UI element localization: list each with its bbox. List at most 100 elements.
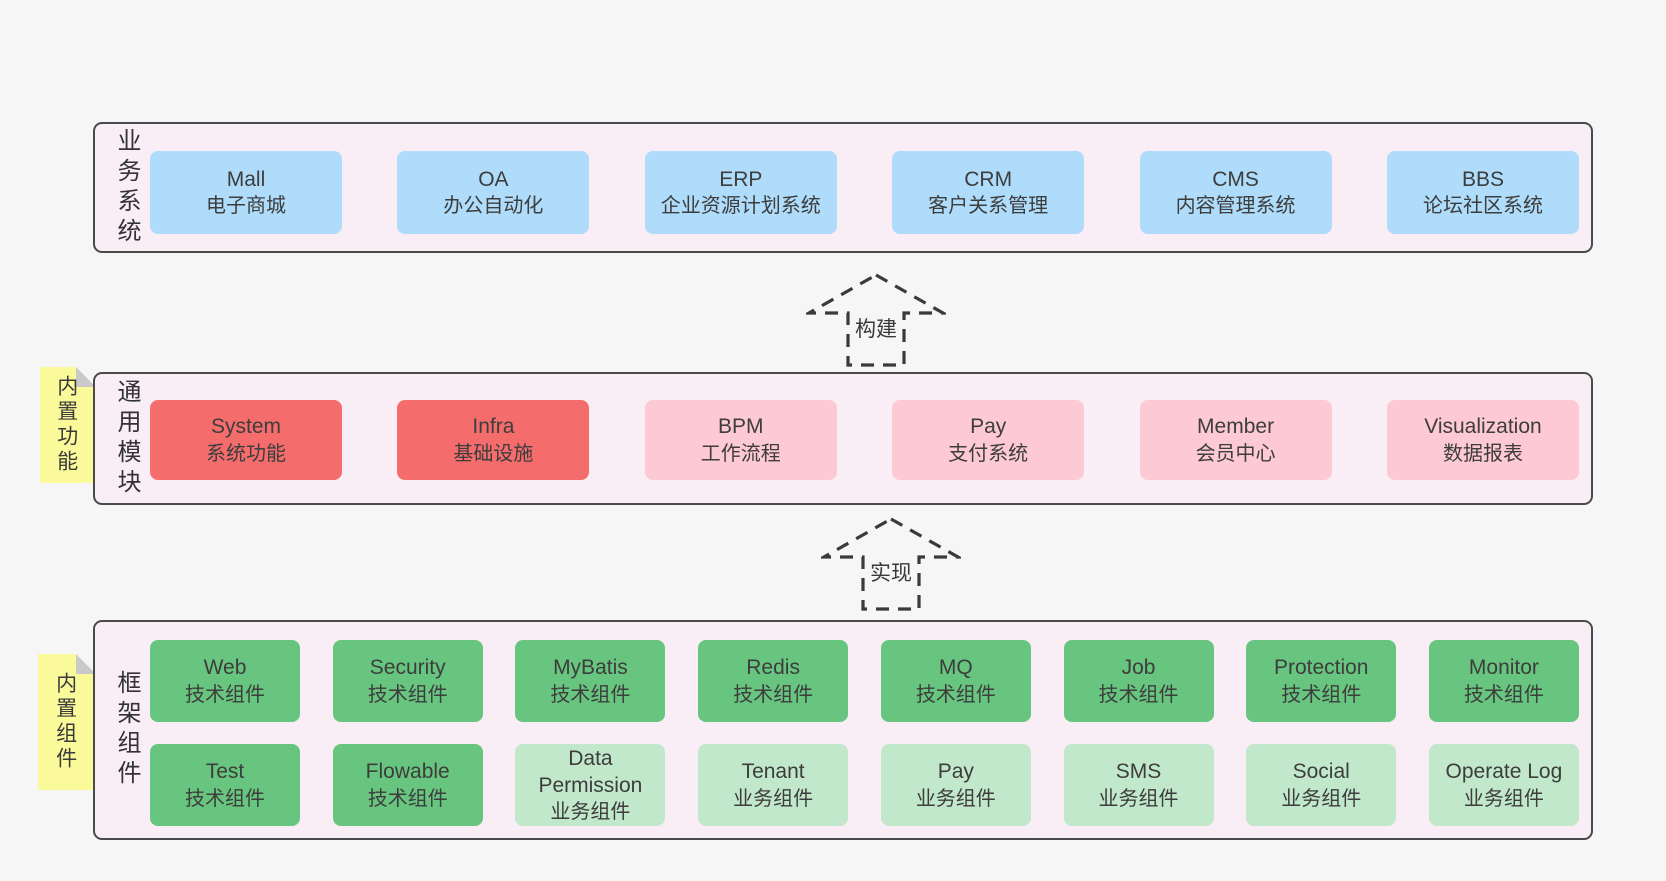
box-title: Test bbox=[205, 760, 245, 784]
framework-components-row2: Test 技术组件 Flowable 技术组件 Data Permission … bbox=[150, 744, 1579, 826]
box-member: Member 会员中心 bbox=[1139, 400, 1332, 480]
box-subtitle: 技术组件 bbox=[185, 683, 265, 706]
box-title: Flowable bbox=[365, 760, 450, 784]
box-title: Web bbox=[203, 656, 247, 680]
box-title: MyBatis bbox=[553, 656, 628, 680]
box-title: Data Permission bbox=[538, 746, 643, 797]
box-subtitle: 电子商城 bbox=[206, 195, 286, 218]
sticky-note-built-in-components: 内置组件 bbox=[38, 654, 96, 790]
box-subtitle: 基础设施 bbox=[453, 442, 534, 465]
box-title: Tenant bbox=[741, 760, 805, 784]
box-title: Job bbox=[1121, 656, 1156, 680]
box-subtitle: 技术组件 bbox=[733, 683, 814, 706]
sticky-note-text: 内置功能 bbox=[54, 375, 78, 475]
box-subtitle: 技术组件 bbox=[1281, 683, 1362, 706]
box-subtitle: 客户关系管理 bbox=[928, 195, 1049, 218]
box-subtitle: 办公自动化 bbox=[443, 195, 544, 218]
box-title: BBS bbox=[1461, 167, 1504, 191]
box-job: Job 技术组件 bbox=[1063, 640, 1214, 722]
box-bpm: BPM 工作流程 bbox=[644, 400, 837, 480]
box-oa: OA 办公自动化 bbox=[397, 151, 590, 234]
box-system: System 系统功能 bbox=[150, 400, 342, 480]
build-arrow-icon bbox=[806, 273, 946, 367]
box-title: Pay bbox=[970, 415, 1007, 439]
box-flowable: Flowable 技术组件 bbox=[332, 744, 483, 826]
box-monitor: Monitor 技术组件 bbox=[1428, 640, 1579, 722]
box-title: Social bbox=[1292, 760, 1350, 784]
box-title: System bbox=[210, 415, 281, 439]
box-subtitle: 技术组件 bbox=[1098, 683, 1179, 706]
box-subtitle: 业务组件 bbox=[1098, 787, 1179, 810]
box-subtitle: 内容管理系统 bbox=[1175, 195, 1296, 218]
box-bbs: BBS 论坛社区系统 bbox=[1386, 151, 1579, 234]
box-visualization: Visualization 数据报表 bbox=[1386, 400, 1579, 480]
box-security: Security 技术组件 bbox=[332, 640, 483, 722]
framework-components-row1: Web 技术组件 Security 技术组件 MyBatis 技术组件 Redi… bbox=[150, 640, 1579, 722]
box-web: Web 技术组件 bbox=[150, 640, 300, 722]
implement-arrow-icon bbox=[821, 517, 961, 611]
box-subtitle: 业务组件 bbox=[550, 801, 631, 824]
box-title: Security bbox=[369, 656, 446, 680]
box-subtitle: 技术组件 bbox=[1463, 683, 1544, 706]
box-title: Pay bbox=[937, 760, 974, 784]
implement-arrow-label: 实现 bbox=[867, 557, 915, 587]
framework-components-panel: 框架组件 Web 技术组件 Security 技术组件 MyBatis 技术组件… bbox=[93, 620, 1593, 840]
box-subtitle: 业务组件 bbox=[1281, 787, 1362, 810]
box-subtitle: 企业资源计划系统 bbox=[660, 195, 821, 218]
business-systems-label: 业务系统 bbox=[113, 127, 140, 248]
box-redis: Redis 技术组件 bbox=[698, 640, 849, 722]
box-subtitle: 技术组件 bbox=[367, 787, 448, 810]
box-title: SMS bbox=[1115, 760, 1162, 784]
box-title: Infra bbox=[472, 415, 515, 439]
box-subtitle: 技术组件 bbox=[915, 683, 996, 706]
box-mq: MQ 技术组件 bbox=[880, 640, 1031, 722]
box-subtitle: 支付系统 bbox=[948, 442, 1029, 465]
box-tenant: Tenant 业务组件 bbox=[698, 744, 849, 826]
common-modules-label: 通用模块 bbox=[113, 378, 140, 499]
box-subtitle: 技术组件 bbox=[367, 683, 448, 706]
box-title: CRM bbox=[964, 167, 1013, 191]
box-pay-component: Pay 业务组件 bbox=[880, 744, 1031, 826]
box-title: BPM bbox=[718, 415, 764, 439]
box-infra: Infra 基础设施 bbox=[397, 400, 590, 480]
box-mall: Mall 电子商城 bbox=[150, 151, 342, 234]
box-sms: SMS 业务组件 bbox=[1063, 744, 1214, 826]
box-subtitle: 业务组件 bbox=[915, 787, 996, 810]
box-subtitle: 系统功能 bbox=[206, 442, 286, 465]
box-subtitle: 业务组件 bbox=[1463, 787, 1544, 810]
sticky-note-text: 内置组件 bbox=[53, 672, 77, 772]
sticky-note-built-in-features: 内置功能 bbox=[40, 367, 96, 483]
box-mybatis: MyBatis 技术组件 bbox=[515, 640, 666, 722]
box-subtitle: 论坛社区系统 bbox=[1422, 195, 1543, 218]
box-title: Redis bbox=[746, 656, 800, 680]
common-modules-panel: 通用模块 System 系统功能 Infra 基础设施 BPM 工作流程 Pay… bbox=[93, 372, 1593, 505]
box-subtitle: 技术组件 bbox=[550, 683, 631, 706]
box-test: Test 技术组件 bbox=[150, 744, 300, 826]
business-systems-row: Mall 电子商城 OA 办公自动化 ERP 企业资源计划系统 CRM 客户关系… bbox=[150, 151, 1579, 234]
box-title: Operate Log bbox=[1445, 760, 1563, 784]
box-subtitle: 技术组件 bbox=[185, 787, 265, 810]
box-subtitle: 数据报表 bbox=[1442, 442, 1523, 465]
box-data-permission: Data Permission 业务组件 bbox=[515, 744, 666, 826]
box-title: Member bbox=[1197, 415, 1275, 439]
box-title: Mall bbox=[226, 167, 266, 191]
box-title: Monitor bbox=[1468, 656, 1539, 680]
framework-components-label: 框架组件 bbox=[113, 670, 140, 790]
box-title: OA bbox=[478, 167, 509, 191]
box-crm: CRM 客户关系管理 bbox=[892, 151, 1085, 234]
box-title: MQ bbox=[938, 656, 973, 680]
box-title: CMS bbox=[1212, 167, 1259, 191]
business-systems-panel: 业务系统 Mall 电子商城 OA 办公自动化 ERP 企业资源计划系统 CRM… bbox=[93, 122, 1593, 253]
common-modules-row: System 系统功能 Infra 基础设施 BPM 工作流程 Pay 支付系统… bbox=[150, 400, 1579, 480]
box-social: Social 业务组件 bbox=[1246, 744, 1397, 826]
box-title: ERP bbox=[719, 167, 763, 191]
box-subtitle: 会员中心 bbox=[1195, 442, 1276, 465]
build-arrow-label: 构建 bbox=[852, 313, 900, 343]
box-erp: ERP 企业资源计划系统 bbox=[644, 151, 837, 234]
box-title: Visualization bbox=[1424, 415, 1542, 439]
box-pay-system: Pay 支付系统 bbox=[892, 400, 1085, 480]
box-title: Protection bbox=[1273, 656, 1369, 680]
box-operate-log: Operate Log 业务组件 bbox=[1428, 744, 1579, 826]
box-subtitle: 业务组件 bbox=[733, 787, 814, 810]
